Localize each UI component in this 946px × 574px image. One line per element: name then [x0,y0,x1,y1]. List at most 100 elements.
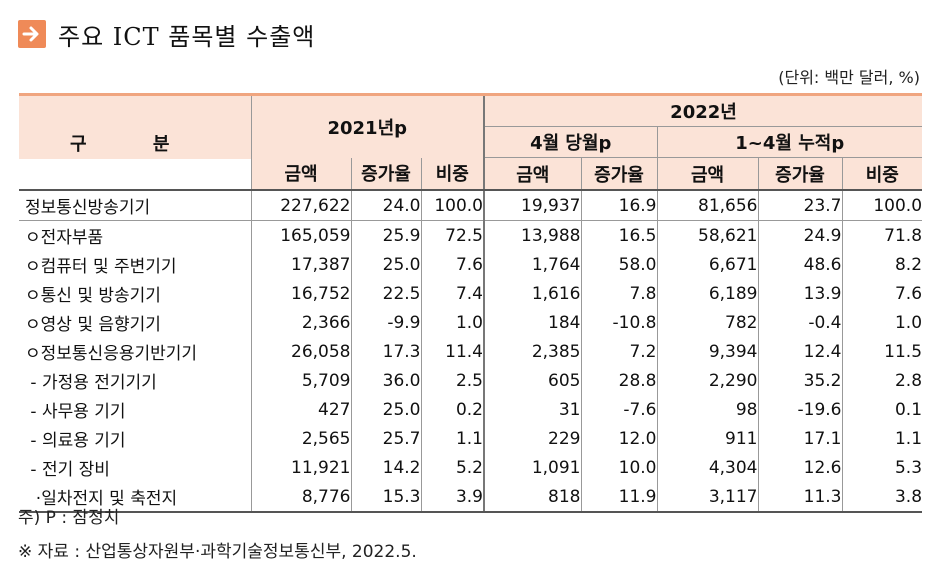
table-row: ㅇ전자부품 165,059 25.9 72.5 13,988 16.5 58,621 24.9… [19,220,923,250]
page-title: 주요 ICT 품목별 수출액 [58,22,316,51]
cell-growth-2021: 24.0 [350,190,421,221]
row-label: ㅇ영상 및 음향기기 [25,315,161,335]
cell-growth-cum: 35.2 [757,366,842,395]
row-label: ㅇ전자부품 [25,228,104,248]
cell-growth-cum: 48.6 [757,250,842,279]
title-row: 주요 ICT 품목별 수출액 [18,16,315,52]
cell-growth-2021: 25.9 [350,220,421,250]
table-row: ㅇ정보통신응용기반기기 26,058 17.3 11.4 2,385 7.2 9,394 12… [19,337,923,366]
cell-share-2021: 7.4 [420,279,484,308]
cell-growth-cum: 12.4 [757,337,842,366]
cell-growth-april: -10.8 [580,308,657,337]
cell-growth-cum: 12.6 [757,453,842,482]
export-table: 2021년p 2022년 4월 당월p 1~4월 누적p 구 분 금액 증가율 … [19,93,923,513]
cell-amount-april: 1,091 [483,453,581,482]
cell-amount-2021: 8,776 [250,482,351,513]
note-provisional: 주) P : 잠정치 [18,508,120,528]
cell-share-2021: 3.9 [420,482,484,513]
cell-share-cum: 1.0 [841,308,923,337]
cell-share-cum: 3.8 [841,482,923,513]
cell-amount-cum: 2,290 [656,366,758,395]
cell-amount-cum: 911 [656,424,758,453]
col-amount-2021: 금액 [250,157,351,191]
cell-share-2021: 1.1 [420,424,484,453]
cell-growth-april: 7.8 [580,279,657,308]
cell-amount-2021: 2,565 [250,424,351,453]
cell-share-2021: 100.0 [420,190,484,221]
header-april: 4월 당월p [483,126,657,158]
header-category-label: 구 분 [19,127,251,161]
cell-growth-cum: 24.9 [757,220,842,250]
cell-share-cum: 7.6 [841,279,923,308]
cell-share-2021: 7.6 [420,250,484,279]
col-share-cum: 비중 [841,157,923,191]
table-row: ㅇ영상 및 음향기기 2,366 -9.9 1.0 184 -10.8 782 -0.4 1.0 [19,308,923,337]
cell-amount-april: 184 [483,308,581,337]
row-label: - 가정용 전기기기 [25,373,157,393]
row-label: ㅇ정보통신응용기반기기 [25,344,198,364]
cell-amount-cum: 58,621 [656,220,758,250]
cell-share-2021: 11.4 [420,337,484,366]
cell-share-cum: 5.3 [841,453,923,482]
cell-amount-april: 1,764 [483,250,581,279]
arrow-right-icon [18,20,46,48]
cell-amount-cum: 782 [656,308,758,337]
cell-amount-2021: 165,059 [250,220,351,250]
cell-amount-april: 1,616 [483,279,581,308]
cell-amount-cum: 4,304 [656,453,758,482]
cell-growth-cum: 11.3 [757,482,842,513]
cell-growth-2021: 25.7 [350,424,421,453]
row-label: - 전기 장비 [25,460,110,480]
cell-share-2021: 1.0 [420,308,484,337]
cell-growth-april: 28.8 [580,366,657,395]
row-label: ㅇ컴퓨터 및 주변기기 [25,257,177,277]
cell-amount-cum: 9,394 [656,337,758,366]
note-source: ※ 자료 : 산업통상자원부·과학기술정보통신부, 2022.5. [18,542,417,562]
cell-amount-april: 19,937 [483,190,581,221]
col-share-2021: 비중 [420,157,484,191]
cell-growth-2021: 17.3 [350,337,421,366]
cell-growth-2021: 36.0 [350,366,421,395]
header-cumulative: 1~4월 누적p [656,126,923,158]
cell-growth-april: 10.0 [580,453,657,482]
table-row: - 의료용 기기 2,565 25.7 1.1 229 12.0 911 17.1 1.1 [19,424,923,453]
cell-amount-april: 605 [483,366,581,395]
row-label: - 사무용 기기 [25,402,126,422]
col-amount-april: 금액 [483,157,581,191]
cell-growth-cum: -0.4 [757,308,842,337]
unit-label: (단위: 백만 달러, %) [778,68,920,87]
cell-share-cum: 100.0 [841,190,923,221]
cell-share-2021: 5.2 [420,453,484,482]
cell-share-2021: 0.2 [420,395,484,424]
cell-growth-cum: 17.1 [757,424,842,453]
cell-amount-april: 13,988 [483,220,581,250]
cell-growth-april: 16.9 [580,190,657,221]
col-growth-april: 증가율 [580,157,657,191]
row-label: ·일차전지 및 축전지 [19,482,251,513]
cell-amount-2021: 16,752 [250,279,351,308]
cell-amount-2021: 5,709 [250,366,351,395]
cell-amount-april: 818 [483,482,581,513]
cell-growth-april: 16.5 [580,220,657,250]
cell-growth-april: 7.2 [580,337,657,366]
table-row: ㅇ통신 및 방송기기 16,752 22.5 7.4 1,616 7.8 6,189 13.9… [19,279,923,308]
cell-growth-2021: 22.5 [350,279,421,308]
table-row: ·일차전지 및 축전지 8,776 15.3 3.9 818 11.9 3,117 11.3 3… [19,482,923,513]
cell-amount-2021: 227,622 [250,190,351,221]
col-growth-cum: 증가율 [757,157,842,191]
cell-amount-cum: 6,671 [656,250,758,279]
cell-growth-april: 11.9 [580,482,657,513]
cell-growth-2021: 25.0 [350,395,421,424]
cell-growth-cum: -19.6 [757,395,842,424]
row-label: - 의료용 기기 [25,431,126,451]
header-2021: 2021년p [250,93,484,158]
cell-share-cum: 71.8 [841,220,923,250]
cell-share-cum: 11.5 [841,337,923,366]
cell-growth-cum: 23.7 [757,190,842,221]
cell-amount-2021: 26,058 [250,337,351,366]
row-label: ㅇ통신 및 방송기기 [25,286,161,306]
cell-growth-april: 12.0 [580,424,657,453]
col-amount-cum: 금액 [656,157,758,191]
cell-amount-2021: 17,387 [250,250,351,279]
table-row: 정보통신방송기기 227,622 24.0 100.0 19,937 16.9 81,656… [19,190,923,221]
